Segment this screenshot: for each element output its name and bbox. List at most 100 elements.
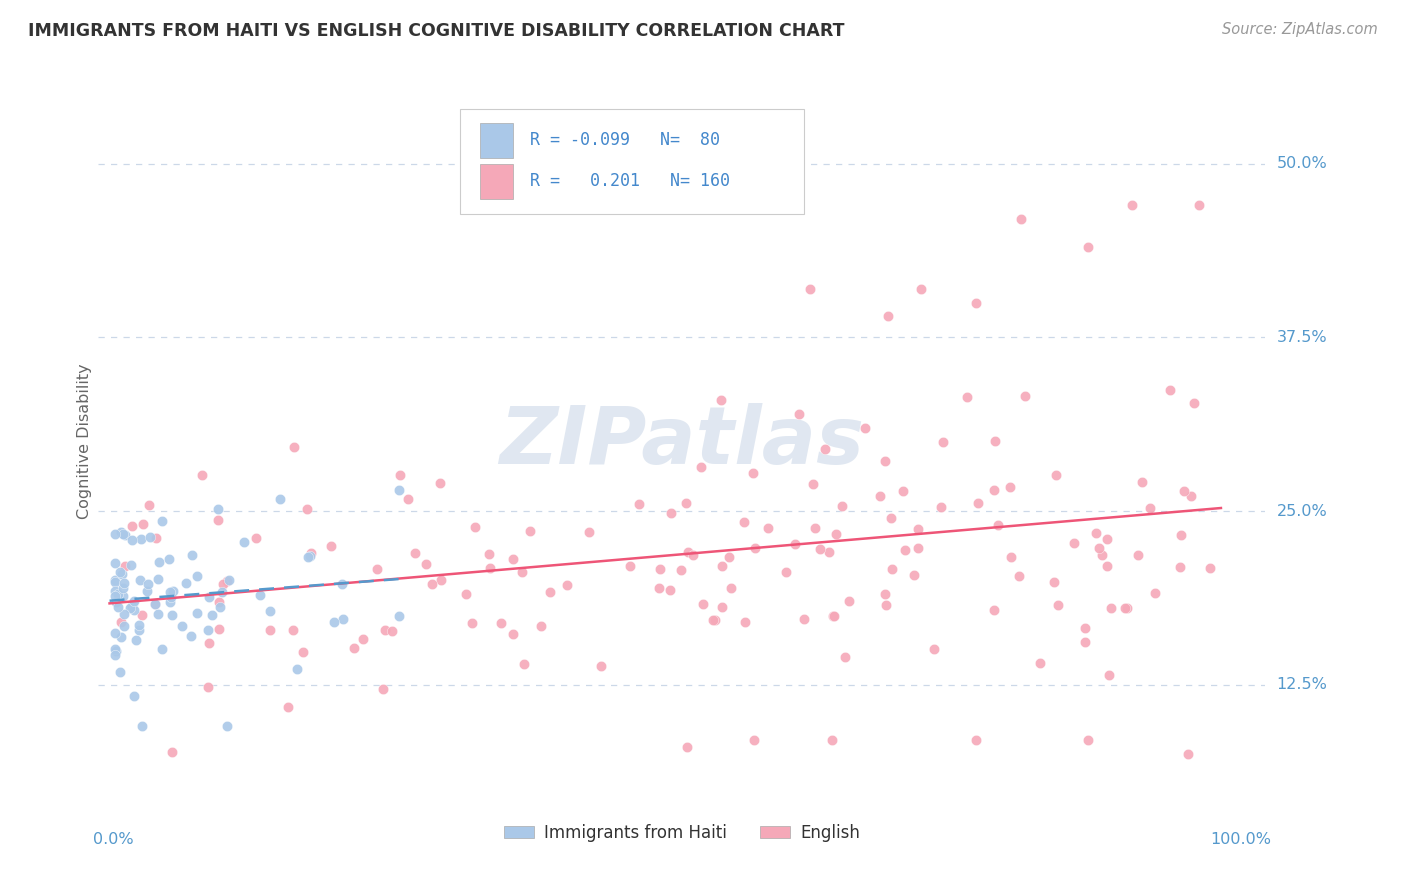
Point — [145, 532, 167, 546]
Point — [1144, 586, 1167, 600]
Point — [396, 491, 419, 506]
Text: 50.0%: 50.0% — [1277, 156, 1327, 171]
Point — [929, 500, 952, 515]
Point — [710, 600, 733, 615]
Point — [1063, 536, 1085, 550]
Point — [114, 559, 136, 574]
Point — [104, 648, 127, 662]
Point — [692, 597, 714, 611]
Text: R = -0.099   N=  80: R = -0.099 N= 80 — [530, 131, 720, 149]
Point — [108, 565, 131, 579]
Point — [519, 524, 541, 539]
Point — [804, 521, 827, 535]
Point — [669, 563, 692, 577]
Point — [157, 551, 180, 566]
Point — [104, 642, 127, 657]
Point — [110, 524, 132, 539]
Point — [682, 549, 704, 563]
Point — [742, 467, 765, 481]
Point — [159, 594, 181, 608]
Point — [659, 506, 682, 520]
Point — [513, 657, 536, 672]
Point — [1045, 468, 1067, 483]
Point — [1180, 489, 1202, 503]
Point — [269, 491, 291, 506]
Text: 25.0%: 25.0% — [1277, 503, 1327, 518]
Point — [111, 589, 134, 603]
Point — [853, 420, 876, 434]
Point — [983, 483, 1005, 497]
Point — [966, 495, 988, 509]
Point — [1159, 383, 1181, 397]
Point — [831, 499, 853, 513]
Point — [1098, 668, 1121, 682]
Point — [1173, 483, 1195, 498]
Point — [710, 392, 733, 407]
Point — [1130, 475, 1153, 490]
Point — [758, 521, 780, 535]
Point — [121, 596, 143, 610]
Point — [150, 641, 173, 656]
Point — [160, 607, 183, 622]
Point — [122, 602, 145, 616]
Text: R =   0.201   N= 160: R = 0.201 N= 160 — [530, 172, 730, 190]
Point — [299, 546, 322, 560]
Point — [907, 522, 929, 536]
Point — [464, 519, 486, 533]
Point — [429, 476, 451, 491]
Point — [208, 600, 231, 615]
Point — [814, 442, 837, 456]
Point — [1010, 212, 1032, 227]
Text: 12.5%: 12.5% — [1277, 677, 1327, 692]
Point — [249, 589, 271, 603]
Point — [120, 558, 142, 573]
Point — [704, 613, 727, 627]
Point — [1014, 389, 1036, 403]
Point — [122, 690, 145, 704]
Point — [787, 407, 810, 421]
Point — [159, 585, 181, 599]
Y-axis label: Cognitive Disability: Cognitive Disability — [77, 364, 91, 519]
Point — [711, 558, 734, 573]
Point — [110, 615, 132, 629]
Point — [104, 626, 127, 640]
Point — [112, 575, 135, 590]
Point — [502, 627, 524, 641]
FancyBboxPatch shape — [479, 164, 513, 199]
Point — [744, 541, 766, 556]
Point — [104, 574, 127, 588]
Point — [343, 640, 366, 655]
Point — [429, 573, 451, 587]
Point — [217, 574, 239, 588]
Point — [112, 619, 135, 633]
Point — [903, 567, 925, 582]
Point — [129, 574, 152, 588]
Point — [332, 612, 354, 626]
Point — [389, 467, 412, 482]
Legend: Immigrants from Haiti, English: Immigrants from Haiti, English — [498, 817, 866, 848]
Point — [479, 561, 502, 575]
Point — [107, 599, 129, 614]
Point — [491, 615, 513, 630]
Point — [875, 598, 897, 612]
Point — [818, 545, 841, 559]
Point — [873, 587, 896, 601]
Point — [218, 574, 240, 588]
Point — [838, 593, 860, 607]
Point — [987, 517, 1010, 532]
Point — [121, 533, 143, 547]
Point — [578, 524, 600, 539]
Point — [1074, 634, 1097, 648]
Point — [1047, 599, 1070, 613]
Point — [922, 642, 945, 657]
Point — [295, 501, 318, 516]
Point — [148, 572, 170, 586]
Point — [159, 590, 181, 604]
Point — [132, 516, 155, 531]
Point — [415, 557, 437, 571]
Point — [124, 593, 146, 607]
Point — [454, 587, 477, 601]
Point — [125, 632, 148, 647]
Point — [689, 460, 711, 475]
Point — [323, 615, 346, 629]
